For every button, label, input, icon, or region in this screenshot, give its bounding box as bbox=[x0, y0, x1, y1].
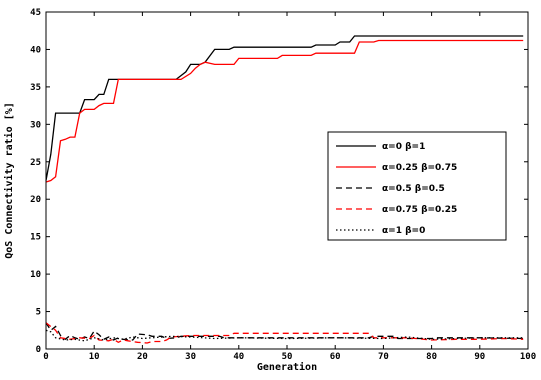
x-tick-label: 50 bbox=[282, 352, 293, 362]
legend-label: α=0.75 β=0.25 bbox=[382, 205, 457, 215]
x-tick-label: 70 bbox=[378, 352, 389, 362]
x-tick-label: 60 bbox=[330, 352, 341, 362]
y-axis-title: QoS Connectivity ratio [%] bbox=[3, 102, 15, 259]
series-layer bbox=[45, 35, 524, 344]
x-tick-label: 20 bbox=[137, 352, 148, 362]
y-tick-label: 0 bbox=[36, 345, 41, 355]
y-tick-label: 25 bbox=[30, 158, 41, 168]
series-line-4 bbox=[45, 322, 524, 344]
legend-label: α=0 β=1 bbox=[382, 142, 425, 152]
y-tick-label: 15 bbox=[30, 233, 41, 243]
x-tick-label: 40 bbox=[233, 352, 244, 362]
y-tick-label: 5 bbox=[36, 308, 41, 318]
legend-label: α=0.5 β=0.5 bbox=[382, 184, 445, 194]
series-line-3 bbox=[45, 322, 524, 341]
x-axis-title: Generation bbox=[257, 361, 317, 373]
legend: α=0 β=1 α=0.25 β=0.75 α=0.5 β=0.5 α=0.75 β=… bbox=[327, 131, 507, 241]
y-tick-label: 45 bbox=[30, 8, 41, 18]
tick-layer: 0 10 20 30 40 50 60 70 80 90 100 0 5 10 15 20 25 30 35 40 45 bbox=[30, 8, 536, 362]
x-tick-label: 90 bbox=[474, 352, 485, 362]
series-line-2 bbox=[45, 39, 524, 183]
y-tick-label: 20 bbox=[30, 195, 41, 205]
series-line-1 bbox=[45, 35, 524, 181]
x-tick-label: 0 bbox=[43, 352, 48, 362]
legend-box bbox=[327, 131, 507, 241]
y-tick-label: 35 bbox=[30, 83, 41, 93]
x-tick-label: 30 bbox=[185, 352, 196, 362]
x-tick-label: 100 bbox=[520, 352, 536, 362]
legend-label: α=1 β=0 bbox=[382, 226, 425, 236]
legend-label: α=0.25 β=0.75 bbox=[382, 163, 457, 173]
x-tick-label: 80 bbox=[426, 352, 437, 362]
y-tick-label: 10 bbox=[30, 270, 41, 280]
y-tick-label: 40 bbox=[30, 45, 41, 55]
x-tick-label: 10 bbox=[89, 352, 100, 362]
y-tick-label: 30 bbox=[30, 120, 41, 130]
